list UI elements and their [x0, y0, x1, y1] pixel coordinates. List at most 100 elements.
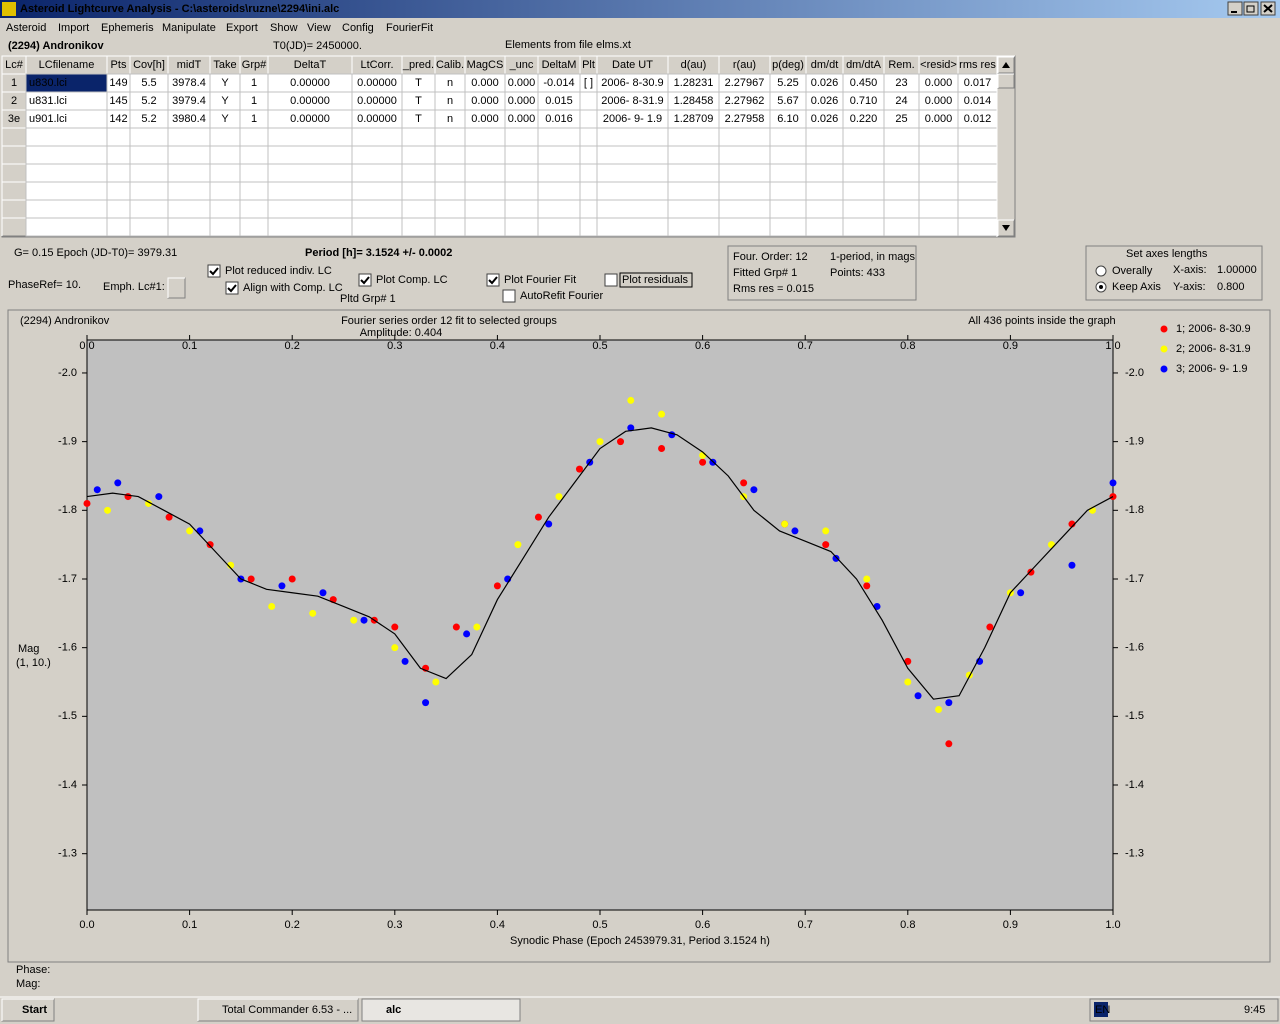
cell[interactable] — [464, 217, 506, 237]
cell[interactable] — [579, 109, 598, 129]
cell[interactable] — [401, 181, 436, 201]
cell[interactable] — [434, 127, 466, 147]
cell[interactable] — [434, 199, 466, 219]
checkbox-label[interactable]: Plot Fourier Fit — [504, 274, 576, 286]
cell[interactable] — [434, 217, 466, 237]
menu-item[interactable]: Asteroid — [6, 22, 46, 34]
cell[interactable] — [25, 127, 108, 147]
cell[interactable] — [401, 199, 436, 219]
cell[interactable] — [464, 127, 506, 147]
cell[interactable] — [239, 127, 269, 147]
cell[interactable] — [537, 181, 581, 201]
cell[interactable] — [957, 163, 998, 183]
cell[interactable] — [401, 163, 436, 183]
cell[interactable] — [25, 145, 108, 165]
cell[interactable] — [957, 181, 998, 201]
checkbox-label[interactable]: Plot residuals — [622, 274, 689, 286]
cell[interactable] — [434, 181, 466, 201]
cell[interactable] — [718, 181, 771, 201]
cell[interactable] — [667, 127, 720, 147]
cell[interactable] — [718, 199, 771, 219]
cell[interactable] — [957, 145, 998, 165]
cell[interactable] — [883, 127, 920, 147]
cell[interactable] — [504, 163, 539, 183]
cell[interactable] — [918, 163, 959, 183]
cell[interactable] — [167, 127, 211, 147]
cell[interactable] — [883, 199, 920, 219]
cell[interactable] — [596, 163, 669, 183]
cell[interactable] — [129, 181, 169, 201]
cell[interactable] — [504, 145, 539, 165]
cell[interactable] — [883, 217, 920, 237]
cell[interactable] — [209, 181, 241, 201]
cell[interactable] — [957, 199, 998, 219]
cell[interactable] — [579, 181, 598, 201]
cell[interactable] — [842, 217, 885, 237]
window-buttons[interactable] — [1227, 1, 1276, 16]
cell[interactable] — [805, 145, 844, 165]
cell[interactable] — [464, 181, 506, 201]
cell[interactable] — [504, 217, 539, 237]
cell[interactable] — [167, 181, 211, 201]
cell[interactable] — [239, 145, 269, 165]
menu-item[interactable]: View — [307, 22, 331, 34]
menu-item[interactable]: Show — [270, 22, 298, 34]
cell[interactable] — [918, 127, 959, 147]
row-header[interactable] — [1, 181, 27, 201]
cell[interactable] — [596, 199, 669, 219]
cell[interactable] — [267, 199, 353, 219]
cell[interactable] — [579, 145, 598, 165]
minimize-button[interactable] — [1227, 1, 1243, 16]
cell[interactable] — [579, 127, 598, 147]
cell[interactable] — [667, 181, 720, 201]
row-header[interactable] — [1, 145, 27, 165]
cell[interactable] — [267, 217, 353, 237]
cell[interactable] — [805, 127, 844, 147]
cell[interactable] — [769, 217, 807, 237]
cell[interactable] — [25, 199, 108, 219]
lang-box[interactable] — [1094, 1002, 1108, 1017]
checkbox[interactable] — [604, 273, 618, 287]
cell[interactable] — [805, 181, 844, 201]
cell[interactable] — [464, 163, 506, 183]
cell[interactable] — [25, 163, 108, 183]
row-header[interactable] — [1, 163, 27, 183]
cell[interactable] — [667, 145, 720, 165]
cell[interactable] — [209, 145, 241, 165]
cell[interactable] — [464, 199, 506, 219]
cell[interactable] — [537, 127, 581, 147]
cell[interactable] — [883, 181, 920, 201]
menu-item[interactable]: Import — [58, 22, 89, 34]
cell[interactable] — [434, 163, 466, 183]
cell[interactable] — [129, 199, 169, 219]
checkbox-label[interactable]: Align with Comp. LC — [243, 282, 343, 294]
cell[interactable] — [842, 127, 885, 147]
cell[interactable] — [351, 145, 403, 165]
cell[interactable] — [267, 163, 353, 183]
cell[interactable] — [918, 145, 959, 165]
row-header[interactable] — [1, 199, 27, 219]
cell[interactable] — [842, 145, 885, 165]
menu-item[interactable]: Manipulate — [162, 22, 216, 34]
lang[interactable]: EN — [1095, 1004, 1110, 1016]
menu-item[interactable]: Export — [226, 22, 258, 34]
cell[interactable] — [667, 217, 720, 237]
cell[interactable] — [842, 163, 885, 183]
cell[interactable] — [239, 163, 269, 183]
cell[interactable] — [769, 145, 807, 165]
cell[interactable] — [167, 145, 211, 165]
cell[interactable] — [579, 199, 598, 219]
cell[interactable] — [579, 217, 598, 237]
checkbox[interactable] — [207, 264, 221, 278]
cell[interactable] — [957, 217, 998, 237]
row-header[interactable] — [1, 217, 27, 237]
cell[interactable] — [718, 145, 771, 165]
cell[interactable] — [805, 163, 844, 183]
cell[interactable] — [167, 217, 211, 237]
cell[interactable] — [401, 217, 436, 237]
cell[interactable] — [769, 127, 807, 147]
cell[interactable] — [596, 217, 669, 237]
cell[interactable] — [209, 163, 241, 183]
checkbox[interactable] — [486, 273, 500, 287]
cell[interactable] — [209, 127, 241, 147]
